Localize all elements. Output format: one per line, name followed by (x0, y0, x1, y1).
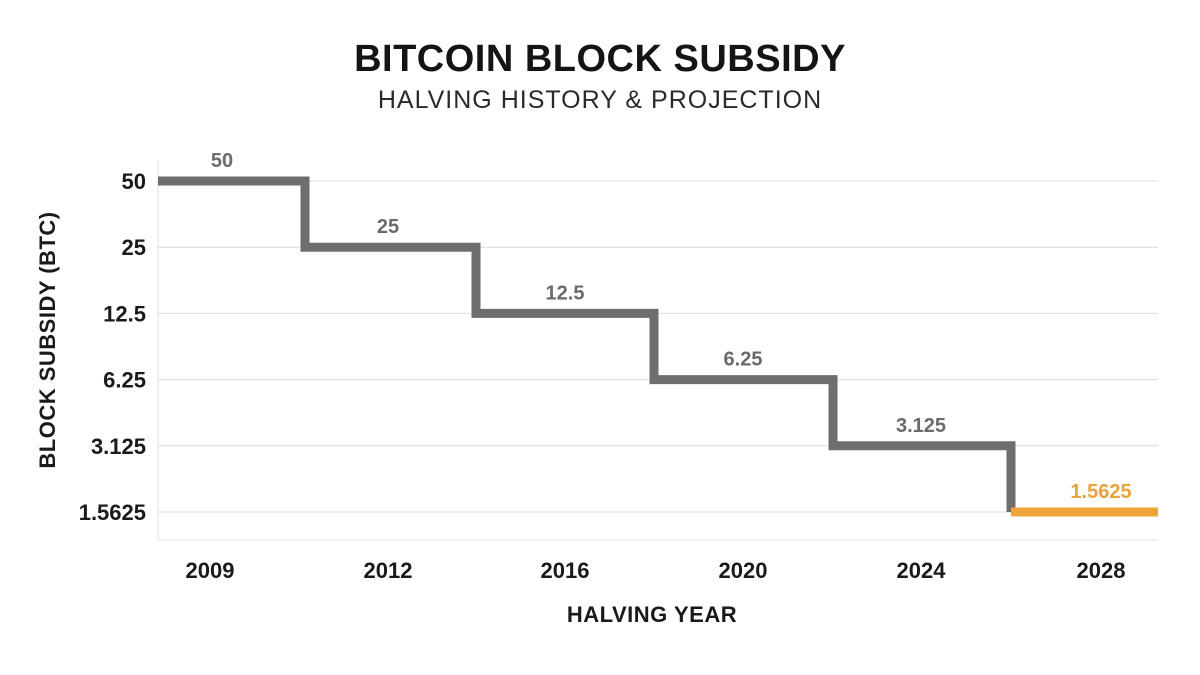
chart-title: BITCOIN BLOCK SUBSIDY (354, 38, 846, 80)
y-tick-label: 6.25 (103, 368, 146, 393)
x-tick-label: 2020 (719, 558, 768, 583)
y-tick-label: 3.125 (91, 434, 146, 459)
x-tick-label: 2028 (1077, 558, 1126, 583)
y-tick-label: 50 (122, 169, 146, 194)
x-tick-label: 2016 (541, 558, 590, 583)
x-tick-label: 2009 (186, 558, 235, 583)
series-history-line (158, 176, 1016, 512)
x-tick-label: 2012 (364, 558, 413, 583)
y-axis-label: BLOCK SUBSIDY (BTC) (35, 211, 60, 468)
data-label: 25 (377, 216, 399, 238)
data-label: 1.5625 (1070, 481, 1131, 503)
y-tick-label: 12.5 (103, 301, 146, 326)
x-axis-label: HALVING YEAR (567, 602, 737, 627)
data-label: 6.25 (724, 349, 763, 371)
data-label: 3.125 (896, 415, 946, 437)
data-label: 12.5 (546, 282, 585, 304)
chart-subtitle: HALVING HISTORY & PROJECTION (377, 86, 823, 114)
data-label: 50 (211, 150, 233, 172)
y-tick-label: 1.5625 (79, 500, 146, 525)
y-tick-label: 25 (122, 235, 146, 260)
x-tick-label: 2024 (897, 558, 947, 583)
